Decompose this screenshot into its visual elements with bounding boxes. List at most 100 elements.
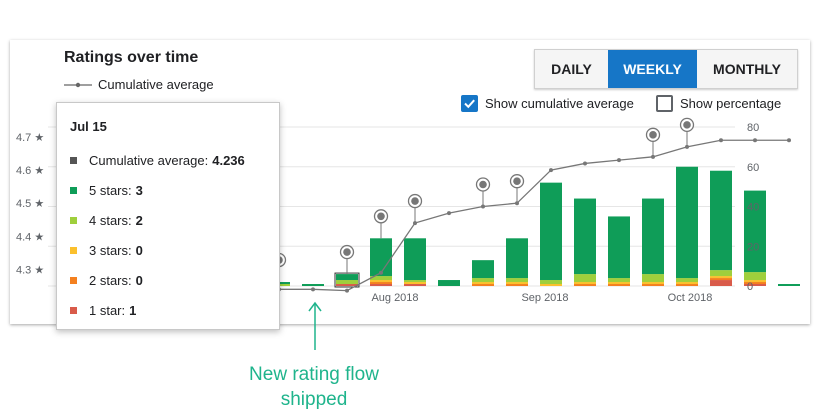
bar-segment <box>676 278 698 283</box>
y-right-tick: 60 <box>747 162 759 174</box>
y-right-tick: 0 <box>747 281 753 293</box>
y-left-tick: 4.6 ★ <box>16 165 44 177</box>
y-left-tick: 4.5 ★ <box>16 198 44 210</box>
average-point <box>447 211 451 216</box>
bar-segment <box>642 198 664 275</box>
bar-segment <box>472 284 494 286</box>
tooltip-value: 4.236 <box>212 153 245 168</box>
annotation-arrow-head <box>308 301 322 312</box>
bar-segment <box>574 274 596 283</box>
bar-segment <box>642 282 664 285</box>
release-marker-dot <box>513 177 521 185</box>
bar-segment <box>744 282 766 285</box>
daily-button[interactable]: DAILY <box>535 50 608 88</box>
average-point <box>719 138 723 143</box>
period-toggle: DAILY WEEKLY MONTHLY <box>534 49 798 89</box>
bar-segment <box>710 278 732 281</box>
bar-segment <box>404 282 426 285</box>
x-tick-label: Sep 2018 <box>521 292 568 304</box>
average-point <box>379 270 383 275</box>
tooltip-swatch <box>70 217 77 224</box>
bar-segment <box>472 260 494 279</box>
bar-segment <box>472 282 494 285</box>
legend-label: Cumulative average <box>98 77 214 92</box>
tooltip-value: 1 <box>129 303 137 318</box>
release-marker-dot <box>479 180 487 189</box>
release-marker-dot <box>377 212 385 221</box>
bar-segment <box>506 284 528 286</box>
bar-segment <box>302 284 324 286</box>
release-marker-dot <box>411 197 419 205</box>
tooltip-date: Jul 15 <box>70 119 107 134</box>
bar-segment <box>370 280 392 283</box>
bar-segment <box>540 182 562 281</box>
bar-segment <box>540 280 562 285</box>
tooltip-row: 2 stars: 0 <box>70 273 143 288</box>
line-legend-icon <box>64 82 92 87</box>
bar-segment <box>574 282 596 285</box>
tooltip-row: Cumulative average: 4.236 <box>70 153 245 168</box>
bar-segment <box>710 170 732 271</box>
checkbox-checked-icon <box>461 95 478 112</box>
bar-segment <box>438 280 460 286</box>
bar-segment <box>608 278 630 283</box>
release-marker-dot <box>649 131 657 139</box>
tooltip-swatch <box>70 277 77 284</box>
average-point <box>787 138 791 143</box>
bar-segment <box>710 276 732 279</box>
bar-segment <box>744 284 766 286</box>
bar-segment <box>676 284 698 286</box>
show-percentage-label: Show percentage <box>680 96 782 111</box>
tooltip-value: 0 <box>135 273 143 288</box>
tooltip-row: 4 stars: 2 <box>70 213 143 228</box>
bar-segment <box>574 198 596 275</box>
tooltip-row: 5 stars: 3 <box>70 183 143 198</box>
bar-segment <box>336 274 358 281</box>
average-point <box>753 138 757 143</box>
bar-segment <box>778 284 800 286</box>
tooltip-swatch <box>70 247 77 254</box>
tooltip-swatch <box>70 157 77 164</box>
x-tick-label: Aug 2018 <box>371 292 418 304</box>
bar-segment <box>710 270 732 277</box>
show-cumulative-average-checkbox[interactable]: Show cumulative average <box>461 95 634 112</box>
bar-segment <box>506 278 528 283</box>
tooltip-value: 3 <box>135 183 143 198</box>
cumulative-average-legend: Cumulative average <box>64 77 214 92</box>
y-right-tick: 20 <box>747 241 759 253</box>
bar-segment <box>676 282 698 285</box>
weekly-button[interactable]: WEEKLY <box>608 50 697 88</box>
show-percentage-checkbox[interactable]: Show percentage <box>656 95 781 112</box>
tooltip-swatch <box>70 187 77 194</box>
average-point <box>617 158 621 163</box>
tooltip-value: 2 <box>135 213 143 228</box>
tooltip-row: 1 star: 1 <box>70 303 136 318</box>
bar-segment <box>370 282 392 285</box>
monthly-button[interactable]: MONTHLY <box>697 50 797 88</box>
y-right-tick: 40 <box>747 202 759 214</box>
bar-segment <box>642 284 664 286</box>
bar-segment <box>676 166 698 279</box>
annotation-line-2: shipped <box>280 389 348 410</box>
tooltip-value: 0 <box>135 243 143 258</box>
chart-title: Ratings over time <box>64 49 199 66</box>
average-point <box>311 287 315 292</box>
y-left-tick: 4.3 ★ <box>16 264 44 276</box>
release-marker-dot <box>683 121 691 129</box>
bar-segment <box>608 282 630 285</box>
bar-segment <box>370 276 392 281</box>
tooltip-label: Cumulative average: <box>89 153 209 168</box>
tooltip-swatch <box>70 307 77 314</box>
bar-segment <box>336 280 358 285</box>
bar-segment <box>404 238 426 281</box>
tooltip-label: 3 stars: <box>89 243 132 258</box>
bar-segment <box>608 284 630 286</box>
hover-tooltip: Jul 15 Cumulative average: 4.236 5 stars: 3… <box>56 102 280 330</box>
tooltip-row: 3 stars: 0 <box>70 243 143 258</box>
annotation-text: New rating flow shipped <box>214 362 414 412</box>
x-tick-label: Oct 2018 <box>668 292 713 304</box>
tooltip-label: 2 stars: <box>89 273 132 288</box>
bar-segment <box>404 284 426 286</box>
tooltip-label: 1 star: <box>89 303 126 318</box>
